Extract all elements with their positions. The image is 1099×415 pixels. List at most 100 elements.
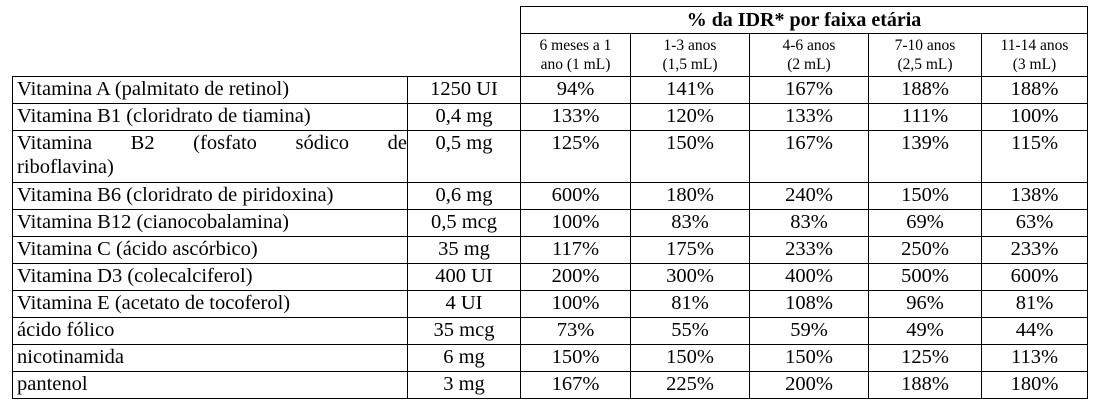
age-column-header: 4-6 anos (2 mL)	[749, 33, 869, 77]
pct-cell: 63%	[981, 209, 1088, 237]
table-row: Vitamina B1 (cloridrato de tiamina) 0,4 …	[12, 103, 1088, 131]
pct-cell: 115%	[981, 130, 1088, 183]
table-row: Vitamina B12 (cianocobalamina) 0,5 mcg 1…	[12, 209, 1088, 237]
dose-cell: 6 mg	[407, 344, 521, 372]
pct-cell: 167%	[749, 76, 869, 104]
pct-cell: 100%	[520, 290, 631, 318]
vitamin-name-line: Vitamina B2 (fosfato sódico de	[17, 132, 407, 154]
vitamin-idr-table: % da IDR* por faixa etária 6 meses a 1 an…	[12, 6, 1088, 399]
vitamin-name: pantenol	[12, 371, 408, 399]
pct-cell: 150%	[630, 130, 750, 183]
vitamin-name: ácido fólico	[12, 317, 408, 345]
dose-cell: 3 mg	[407, 371, 521, 399]
pct-cell: 500%	[868, 263, 982, 291]
table-row: Vitamina B6 (cloridrato de piridoxina) 0…	[12, 182, 1088, 210]
vitamin-name: Vitamina D3 (colecalciferol)	[12, 263, 408, 291]
pct-cell: 96%	[868, 290, 982, 318]
vitamin-name: nicotinamida	[12, 344, 408, 372]
pct-cell: 100%	[520, 209, 631, 237]
pct-cell: 83%	[749, 209, 869, 237]
table-row: Vitamina E (acetato de tocoferol) 4 UI 1…	[12, 290, 1088, 318]
dose-cell: 0,4 mg	[407, 103, 521, 131]
pct-cell: 83%	[630, 209, 750, 237]
dose-cell: 400 UI	[407, 263, 521, 291]
pct-cell: 111%	[868, 103, 982, 131]
vitamin-name: Vitamina B1 (cloridrato de tiamina)	[12, 103, 408, 131]
pct-cell: 133%	[749, 103, 869, 131]
pct-cell: 188%	[981, 76, 1088, 104]
pct-cell: 138%	[981, 182, 1088, 210]
header-empty-cell	[13, 7, 408, 34]
pct-cell: 175%	[630, 236, 750, 264]
pct-cell: 150%	[749, 344, 869, 372]
pct-cell: 188%	[868, 371, 982, 399]
header-empty-cell	[12, 33, 408, 77]
pct-cell: 117%	[520, 236, 631, 264]
age-column-header: 7-10 anos (2,5 mL)	[868, 33, 982, 77]
vitamin-name: Vitamina B2 (fosfato sódico de riboflavi…	[12, 130, 408, 183]
pct-cell: 108%	[749, 290, 869, 318]
pct-cell: 81%	[630, 290, 750, 318]
pct-cell: 250%	[868, 236, 982, 264]
pct-cell: 44%	[981, 317, 1088, 345]
pct-cell: 133%	[520, 103, 631, 131]
pct-cell: 180%	[981, 371, 1088, 399]
header-row-group: % da IDR* por faixa etária	[13, 6, 1088, 34]
dose-cell: 35 mcg	[407, 317, 521, 345]
table-row: Vitamina B2 (fosfato sódico de riboflavi…	[12, 130, 1088, 183]
pct-cell: 233%	[981, 236, 1088, 264]
vitamin-name: Vitamina C (ácido ascórbico)	[12, 236, 408, 264]
dose-cell: 35 mg	[407, 236, 521, 264]
pct-cell: 49%	[868, 317, 982, 345]
pct-cell: 59%	[749, 317, 869, 345]
table-row: Vitamina C (ácido ascórbico) 35 mg 117% …	[12, 236, 1088, 264]
vitamin-name: Vitamina E (acetato de tocoferol)	[12, 290, 408, 318]
vitamin-name: Vitamina B12 (cianocobalamina)	[12, 209, 408, 237]
pct-cell: 69%	[868, 209, 982, 237]
pct-cell: 141%	[630, 76, 750, 104]
dose-cell: 0,6 mg	[407, 182, 521, 210]
pct-cell: 200%	[520, 263, 631, 291]
dose-cell: 1250 UI	[407, 76, 521, 104]
age-column-header: 6 meses a 1 ano (1 mL)	[520, 33, 631, 77]
vitamin-name: Vitamina B6 (cloridrato de piridoxina)	[12, 182, 408, 210]
pct-cell: 150%	[520, 344, 631, 372]
table-row: Vitamina A (palmitato de retinol) 1250 U…	[12, 76, 1088, 104]
dose-cell: 4 UI	[407, 290, 521, 318]
table-row: pantenol 3 mg 167% 225% 200% 188% 180%	[12, 371, 1088, 399]
pct-cell: 120%	[630, 103, 750, 131]
age-group-header: % da IDR* por faixa etária	[520, 6, 1088, 34]
pct-cell: 73%	[520, 317, 631, 345]
pct-cell: 180%	[630, 182, 750, 210]
pct-cell: 139%	[868, 130, 982, 183]
pct-cell: 150%	[868, 182, 982, 210]
pct-cell: 240%	[749, 182, 869, 210]
vitamin-name: Vitamina A (palmitato de retinol)	[12, 76, 408, 104]
pct-cell: 55%	[630, 317, 750, 345]
pct-cell: 600%	[520, 182, 631, 210]
pct-cell: 81%	[981, 290, 1088, 318]
header-empty-cell	[407, 33, 521, 77]
pct-cell: 300%	[630, 263, 750, 291]
pct-cell: 100%	[981, 103, 1088, 131]
pct-cell: 200%	[749, 371, 869, 399]
pct-cell: 233%	[749, 236, 869, 264]
header-empty-cell	[407, 6, 521, 34]
pct-cell: 150%	[630, 344, 750, 372]
age-column-header: 1-3 anos (1,5 mL)	[630, 33, 750, 77]
pct-cell: 400%	[749, 263, 869, 291]
pct-cell: 94%	[520, 76, 631, 104]
pct-cell: 125%	[520, 130, 631, 183]
dose-cell: 0,5 mg	[407, 130, 521, 183]
table-row: ácido fólico 35 mcg 73% 55% 59% 49% 44%	[12, 317, 1088, 345]
pct-cell: 600%	[981, 263, 1088, 291]
pct-cell: 188%	[868, 76, 982, 104]
table-row: Vitamina D3 (colecalciferol) 400 UI 200%…	[12, 263, 1088, 291]
vitamin-name-line: riboflavina)	[17, 156, 114, 178]
age-column-header: 11-14 anos (3 mL)	[981, 33, 1088, 77]
pct-cell: 167%	[749, 130, 869, 183]
dose-cell: 0,5 mcg	[407, 209, 521, 237]
table-row: nicotinamida 6 mg 150% 150% 150% 125% 11…	[12, 344, 1088, 372]
pct-cell: 225%	[630, 371, 750, 399]
pct-cell: 167%	[520, 371, 631, 399]
